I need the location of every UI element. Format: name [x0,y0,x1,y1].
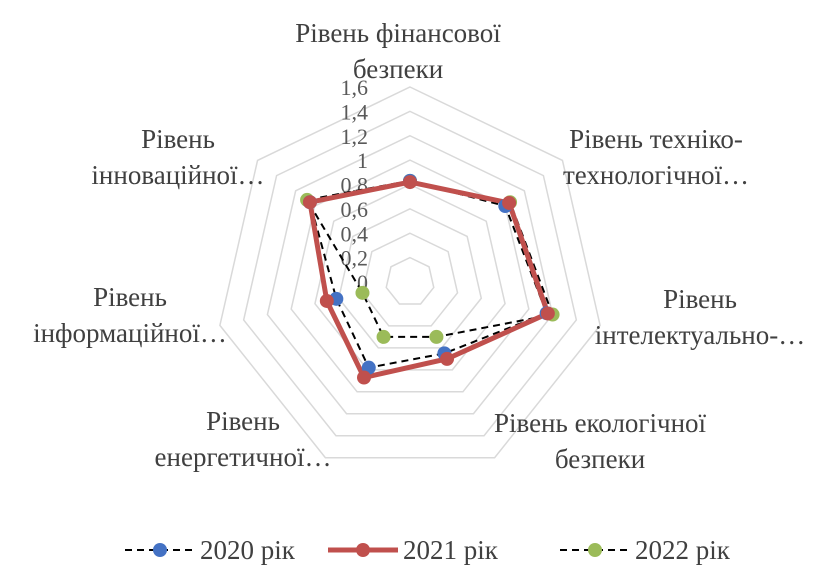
category-label: Рівень інноваційної… [91,124,264,190]
legend-label: 2022 рік [635,535,731,565]
tick-label: 1,2 [341,124,369,149]
grid-ring [337,208,483,349]
tick-label: 1 [357,148,368,173]
legend-marker [356,543,370,557]
series-line [307,179,551,381]
data-point [502,195,517,210]
tick-label: 0,6 [341,197,369,222]
category-label: Рівень інформаційної… [33,282,227,348]
grid-ring [290,159,530,393]
data-point [376,329,391,344]
category-label: Рівень інтелектуально-… [595,284,806,350]
grid-ring [266,134,554,415]
radar-grid [219,86,601,459]
series-lines [300,173,560,385]
grid-ring [385,256,435,305]
data-point [355,285,370,300]
category-label: Рівень енергетичної… [155,406,332,472]
category-label: Рівень фінансової безпеки [295,18,501,84]
legend-marker [153,543,167,557]
data-point [302,195,317,210]
grid-ring [219,86,601,459]
radial-ticks: 00,20,40,60,811,21,41,6 [341,75,369,295]
data-point [403,175,417,190]
grid-ring [314,183,506,371]
tick-label: 0,4 [341,221,369,246]
legend: 2020 рік 2021 рік 2022 рік [125,535,731,565]
category-label: Рівень техніко-технологічної… [563,124,749,190]
data-point [429,329,444,344]
data-point [319,293,334,308]
data-point [356,370,371,385]
category-labels: Рівень фінансової безпеки Рівень техніко-т… [33,18,805,474]
legend-label: 2021 рік [403,535,499,565]
data-point [540,306,555,321]
series-line [308,179,548,369]
grid-ring [242,110,578,437]
tick-label: 0,2 [341,246,369,271]
legend-marker [588,543,602,557]
grid-ring [361,232,459,327]
data-point [440,351,455,366]
tick-label: 1,4 [341,99,369,124]
tick-label: 0 [357,270,368,295]
tick-label: 1,6 [341,75,369,100]
legend-label: 2020 рік [200,535,296,565]
category-label: Рівень екологічної безпеки [494,408,707,474]
